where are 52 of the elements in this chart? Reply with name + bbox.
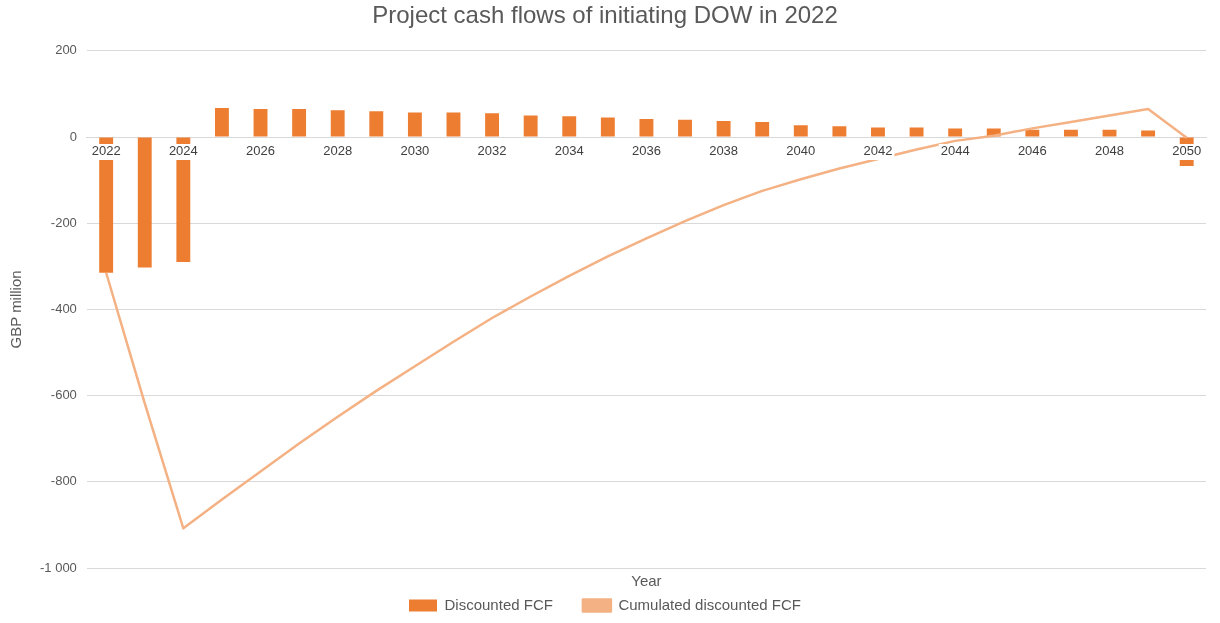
x-tick-label: 2032	[477, 143, 507, 159]
y-tick-label: -1 000	[39, 559, 77, 575]
x-tick-label: 2044	[940, 143, 970, 159]
y-tick-label: -800	[50, 473, 77, 489]
legend-label: Cumulated discounted FCF	[618, 595, 801, 613]
bar	[755, 121, 770, 137]
x-tick-label: 2046	[1017, 143, 1047, 159]
bar	[716, 121, 731, 137]
bar	[137, 137, 152, 268]
bar	[1025, 129, 1040, 137]
bar	[909, 127, 924, 137]
bar	[330, 110, 345, 137]
x-tick-label: 2050	[1172, 143, 1202, 159]
x-tick-label: 2030	[400, 143, 430, 159]
bar	[253, 108, 268, 137]
y-tick-label: -600	[50, 387, 77, 403]
y-tick-label: -400	[50, 300, 77, 316]
bar	[485, 113, 500, 137]
bar	[1141, 130, 1156, 137]
bar	[600, 117, 615, 137]
bar	[407, 112, 422, 137]
x-tick-label: 2028	[323, 143, 353, 159]
bar	[523, 115, 538, 137]
bar	[214, 108, 229, 137]
x-tick-label: 2034	[554, 143, 584, 159]
bar	[1063, 129, 1078, 137]
x-tick-label: 2040	[786, 143, 816, 159]
bar	[871, 127, 885, 137]
x-tick-label: 2048	[1095, 143, 1124, 159]
x-tick-label: 2022	[91, 143, 121, 159]
legend-label: Discounted FCF	[444, 595, 553, 613]
x-tick-label: 2042	[863, 143, 893, 159]
y-tick-label: -200	[50, 214, 77, 230]
bar	[446, 112, 461, 137]
bar	[562, 116, 577, 137]
x-tick-label: 2024	[168, 143, 198, 159]
bar	[948, 128, 963, 137]
x-tick-label: 2038	[709, 143, 739, 159]
x-tick-label: 2026	[246, 143, 275, 159]
y-tick-label: 200	[55, 42, 77, 58]
bar	[639, 118, 654, 137]
x-tick-label: 2036	[631, 143, 661, 159]
bar	[678, 119, 692, 137]
bar	[1102, 129, 1117, 137]
y-axis-title: GBP million	[7, 270, 25, 349]
bar	[832, 126, 847, 137]
y-tick-label: 0	[69, 128, 77, 144]
x-axis-title: Year	[631, 571, 662, 589]
chart-title: Project cash flows of initiating DOW in 2022	[372, 1, 838, 29]
bar	[369, 111, 384, 137]
bar	[292, 108, 307, 137]
bar	[793, 125, 808, 137]
